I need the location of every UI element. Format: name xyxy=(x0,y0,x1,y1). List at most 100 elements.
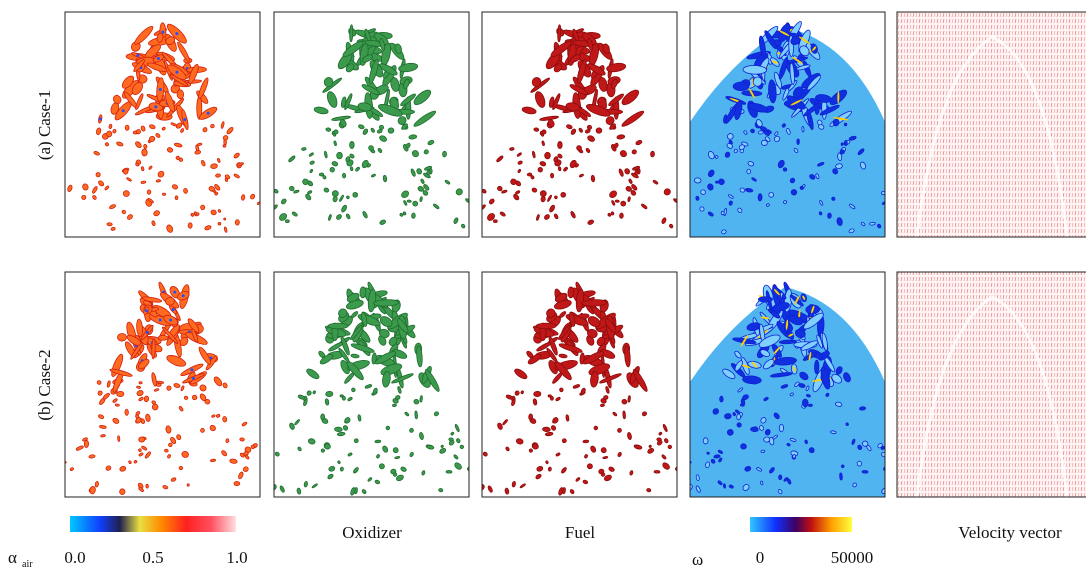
structure xyxy=(540,195,546,203)
structure xyxy=(190,212,195,217)
structure xyxy=(728,200,733,206)
structure xyxy=(515,190,521,195)
structure xyxy=(112,94,122,105)
structure xyxy=(423,184,430,191)
structure xyxy=(382,371,391,388)
structure xyxy=(565,102,581,112)
structure xyxy=(422,190,429,196)
structure xyxy=(342,425,349,431)
structure xyxy=(199,384,207,392)
structure xyxy=(763,436,771,443)
structure xyxy=(505,446,510,452)
structure xyxy=(156,383,162,387)
structure xyxy=(815,94,832,103)
structure xyxy=(112,398,118,403)
structure xyxy=(165,297,175,306)
core xyxy=(175,32,179,36)
structure xyxy=(764,30,777,50)
structure xyxy=(742,375,762,385)
structure xyxy=(575,477,581,482)
structure xyxy=(126,177,132,182)
structure xyxy=(97,414,105,420)
structure xyxy=(345,299,364,310)
structure xyxy=(605,386,610,394)
structure xyxy=(306,390,312,396)
structure xyxy=(805,385,810,392)
structure xyxy=(504,487,510,495)
structure xyxy=(603,474,612,482)
structure xyxy=(652,179,659,185)
structure xyxy=(727,194,734,199)
structure xyxy=(773,135,781,143)
structure xyxy=(128,460,132,465)
structure xyxy=(312,390,316,395)
structure xyxy=(119,466,127,472)
structure xyxy=(737,387,744,393)
core xyxy=(190,368,194,372)
structure xyxy=(728,139,733,145)
structure xyxy=(327,473,334,480)
structure xyxy=(134,25,154,45)
structure xyxy=(792,86,804,99)
structure xyxy=(783,477,789,482)
structure xyxy=(371,352,377,365)
structure xyxy=(798,383,806,388)
structure xyxy=(786,128,791,135)
structure xyxy=(406,199,412,203)
structure xyxy=(582,479,589,485)
structure xyxy=(136,318,143,338)
structure xyxy=(600,472,606,477)
structure xyxy=(586,463,593,470)
structure xyxy=(361,84,380,95)
structure xyxy=(143,144,148,149)
structure xyxy=(750,426,759,433)
structure xyxy=(331,190,339,197)
structure xyxy=(764,429,771,436)
structure xyxy=(781,84,791,90)
structure xyxy=(777,489,783,495)
structure xyxy=(624,345,631,368)
structure xyxy=(454,423,460,433)
structure xyxy=(627,432,632,440)
structure xyxy=(789,438,797,442)
structure xyxy=(367,288,377,313)
structure xyxy=(760,480,764,486)
structure xyxy=(323,187,330,193)
structure xyxy=(517,160,523,165)
structure xyxy=(827,212,832,219)
structure xyxy=(114,403,120,407)
structure xyxy=(553,63,563,73)
structure xyxy=(861,470,869,474)
structure xyxy=(576,59,587,84)
structure xyxy=(215,173,221,178)
structure xyxy=(67,184,73,192)
structure xyxy=(734,350,742,359)
structure xyxy=(75,445,84,451)
structure xyxy=(413,89,432,106)
structure xyxy=(531,187,538,193)
core xyxy=(169,318,173,322)
structure xyxy=(372,387,378,395)
structure xyxy=(843,139,848,147)
structure xyxy=(843,122,848,127)
column-caption: Fuel xyxy=(565,523,596,542)
structure xyxy=(250,444,256,450)
structure xyxy=(760,449,766,453)
structure xyxy=(438,488,444,493)
structure xyxy=(521,106,537,115)
structure xyxy=(376,129,383,134)
structure xyxy=(735,409,740,414)
structure xyxy=(109,368,133,377)
structure xyxy=(737,207,743,213)
structure xyxy=(773,412,780,420)
structure xyxy=(157,335,169,341)
structure xyxy=(535,473,542,480)
structure xyxy=(210,123,215,129)
structure xyxy=(747,102,769,113)
structure xyxy=(821,332,828,351)
structure xyxy=(148,165,153,170)
structure xyxy=(104,185,110,191)
structure xyxy=(456,438,461,444)
alpha-subscript: air xyxy=(22,559,33,570)
structure xyxy=(511,480,516,488)
